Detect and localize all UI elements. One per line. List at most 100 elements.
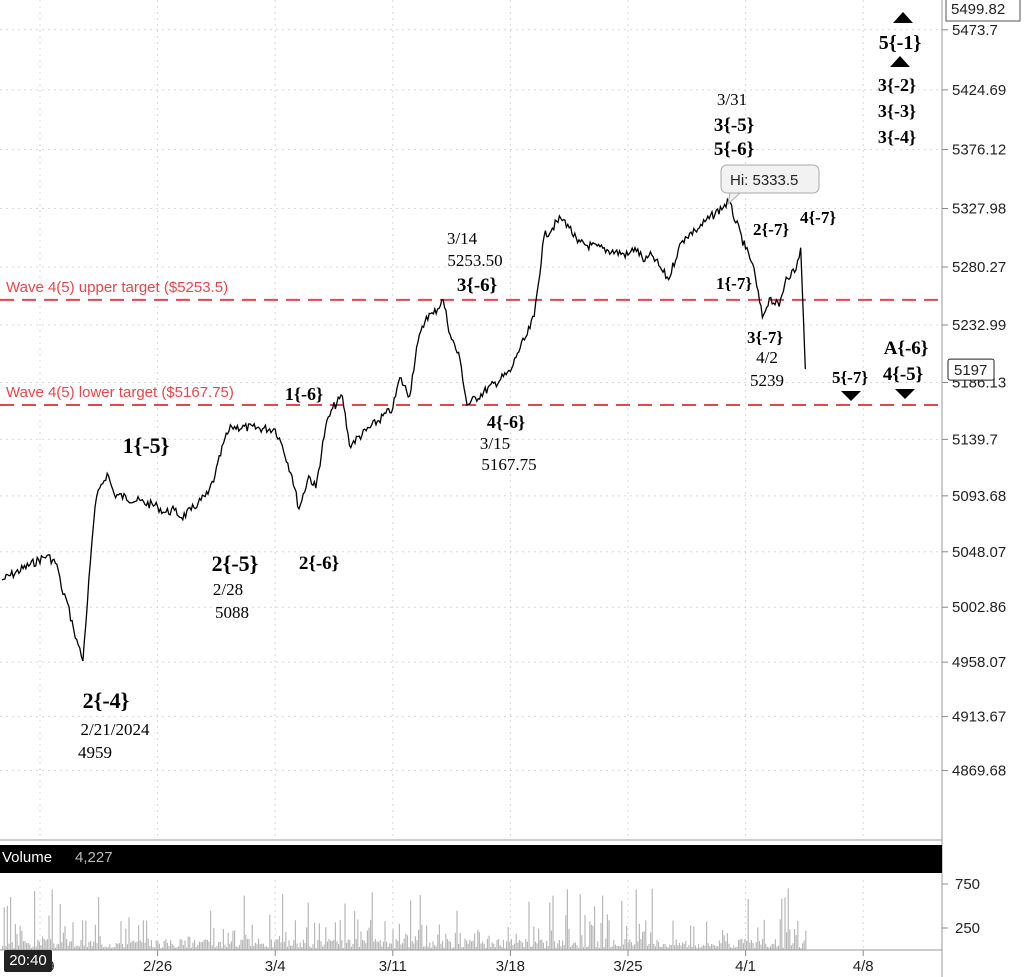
volume-bar	[438, 924, 440, 950]
volume-bar	[192, 942, 194, 950]
volume-bar	[590, 924, 592, 950]
volume-bar	[682, 942, 684, 950]
volume-bar	[115, 943, 117, 950]
volume-bar	[736, 946, 738, 950]
volume-bar	[270, 939, 272, 950]
price-tick-label: 4913.67	[952, 709, 1006, 726]
volume-bar	[86, 946, 88, 950]
volume-bar	[19, 925, 21, 950]
hi-callout: Hi: 5333.5	[720, 164, 820, 206]
volume-bar	[288, 940, 290, 950]
volume-bar	[275, 939, 277, 950]
volume-bar	[227, 932, 229, 950]
volume-bar	[514, 943, 516, 950]
volume-bar	[286, 946, 288, 950]
volume-bar	[550, 930, 552, 950]
volume-bar	[429, 942, 431, 950]
volume-value: 4,227	[75, 849, 113, 866]
volume-bar	[656, 940, 658, 950]
volume-bar	[98, 897, 100, 950]
volume-bar	[781, 898, 783, 950]
volume-bar	[446, 939, 448, 950]
volume-bar	[408, 946, 410, 950]
volume-bar	[560, 946, 562, 950]
volume-bar	[245, 934, 247, 950]
volume-bar	[157, 941, 159, 950]
volume-bars	[2, 888, 807, 950]
wave-label: 5253.50	[447, 251, 502, 270]
wave-label: 5167.75	[481, 455, 536, 474]
volume-bar	[494, 947, 496, 950]
volume-bar	[203, 939, 205, 950]
volume-bar	[746, 941, 748, 950]
volume-bar	[264, 946, 266, 950]
volume-bar	[136, 941, 138, 950]
price-tick-label: 5093.68	[952, 488, 1006, 505]
volume-bar	[75, 946, 77, 950]
volume-bar	[216, 946, 218, 950]
volume-bar	[432, 941, 434, 950]
volume-bar	[248, 938, 250, 950]
volume-bar	[94, 924, 96, 950]
target-label: Wave 4(5) lower target ($5167.75)	[6, 384, 234, 401]
volume-bar	[466, 940, 468, 950]
volume-bar	[539, 939, 541, 950]
volume-bar	[474, 933, 476, 950]
volume-bar	[232, 930, 234, 950]
volume-bar	[720, 943, 722, 950]
top-price-box	[945, 0, 1021, 22]
volume-bar	[674, 945, 676, 950]
volume-bar	[350, 946, 352, 950]
volume-bar	[570, 946, 572, 950]
volume-bar	[792, 943, 794, 950]
volume-bar	[208, 941, 210, 950]
volume-bar	[226, 947, 228, 950]
volume-bar	[198, 941, 200, 950]
volume-bar	[147, 938, 149, 950]
volume-bar	[675, 939, 677, 950]
volume-bar	[280, 942, 282, 950]
volume-bar	[366, 930, 368, 950]
volume-bar	[725, 941, 727, 950]
volume-bar	[491, 942, 493, 950]
volume-bar	[563, 945, 565, 950]
volume-bar	[29, 944, 31, 950]
volume-bar	[13, 948, 15, 950]
volume-bar	[762, 939, 764, 950]
volume-bar	[91, 946, 93, 950]
volume-bar	[99, 935, 101, 950]
volume-bar	[523, 947, 525, 950]
volume-bar	[443, 947, 445, 950]
wave-label: 5{-6}	[714, 139, 754, 160]
volume-bar	[38, 941, 40, 950]
volume-bar	[278, 935, 280, 950]
wave-label: 2{-6}	[299, 553, 339, 574]
volume-bar	[342, 948, 344, 950]
volume-bar	[469, 939, 471, 950]
volume-bar	[59, 903, 61, 950]
volume-bar	[571, 944, 573, 950]
volume-bar	[48, 915, 50, 950]
price-tick-label: 4869.68	[952, 763, 1006, 780]
volume-bar	[165, 939, 167, 950]
wave-label: 4{-7}	[800, 208, 836, 227]
volume-bar	[22, 941, 24, 950]
volume-label: Volume	[2, 849, 53, 866]
target-label: Wave 4(5) upper target ($5253.5)	[6, 279, 228, 296]
volume-bar	[430, 947, 432, 950]
volume-bar	[336, 941, 338, 950]
volume-bar	[344, 903, 346, 950]
volume-tick-label: 750	[955, 876, 980, 893]
volume-bar	[144, 942, 146, 950]
volume-bar	[507, 927, 509, 950]
volume-bar	[326, 941, 328, 950]
wave-label: 5{-1}	[879, 32, 922, 54]
volume-bar	[374, 939, 376, 950]
volume-bar	[26, 943, 28, 950]
volume-bar	[517, 942, 519, 950]
volume-bar	[573, 942, 575, 950]
volume-bar	[277, 939, 279, 950]
volume-bar	[51, 889, 53, 950]
volume-bar	[578, 948, 580, 950]
